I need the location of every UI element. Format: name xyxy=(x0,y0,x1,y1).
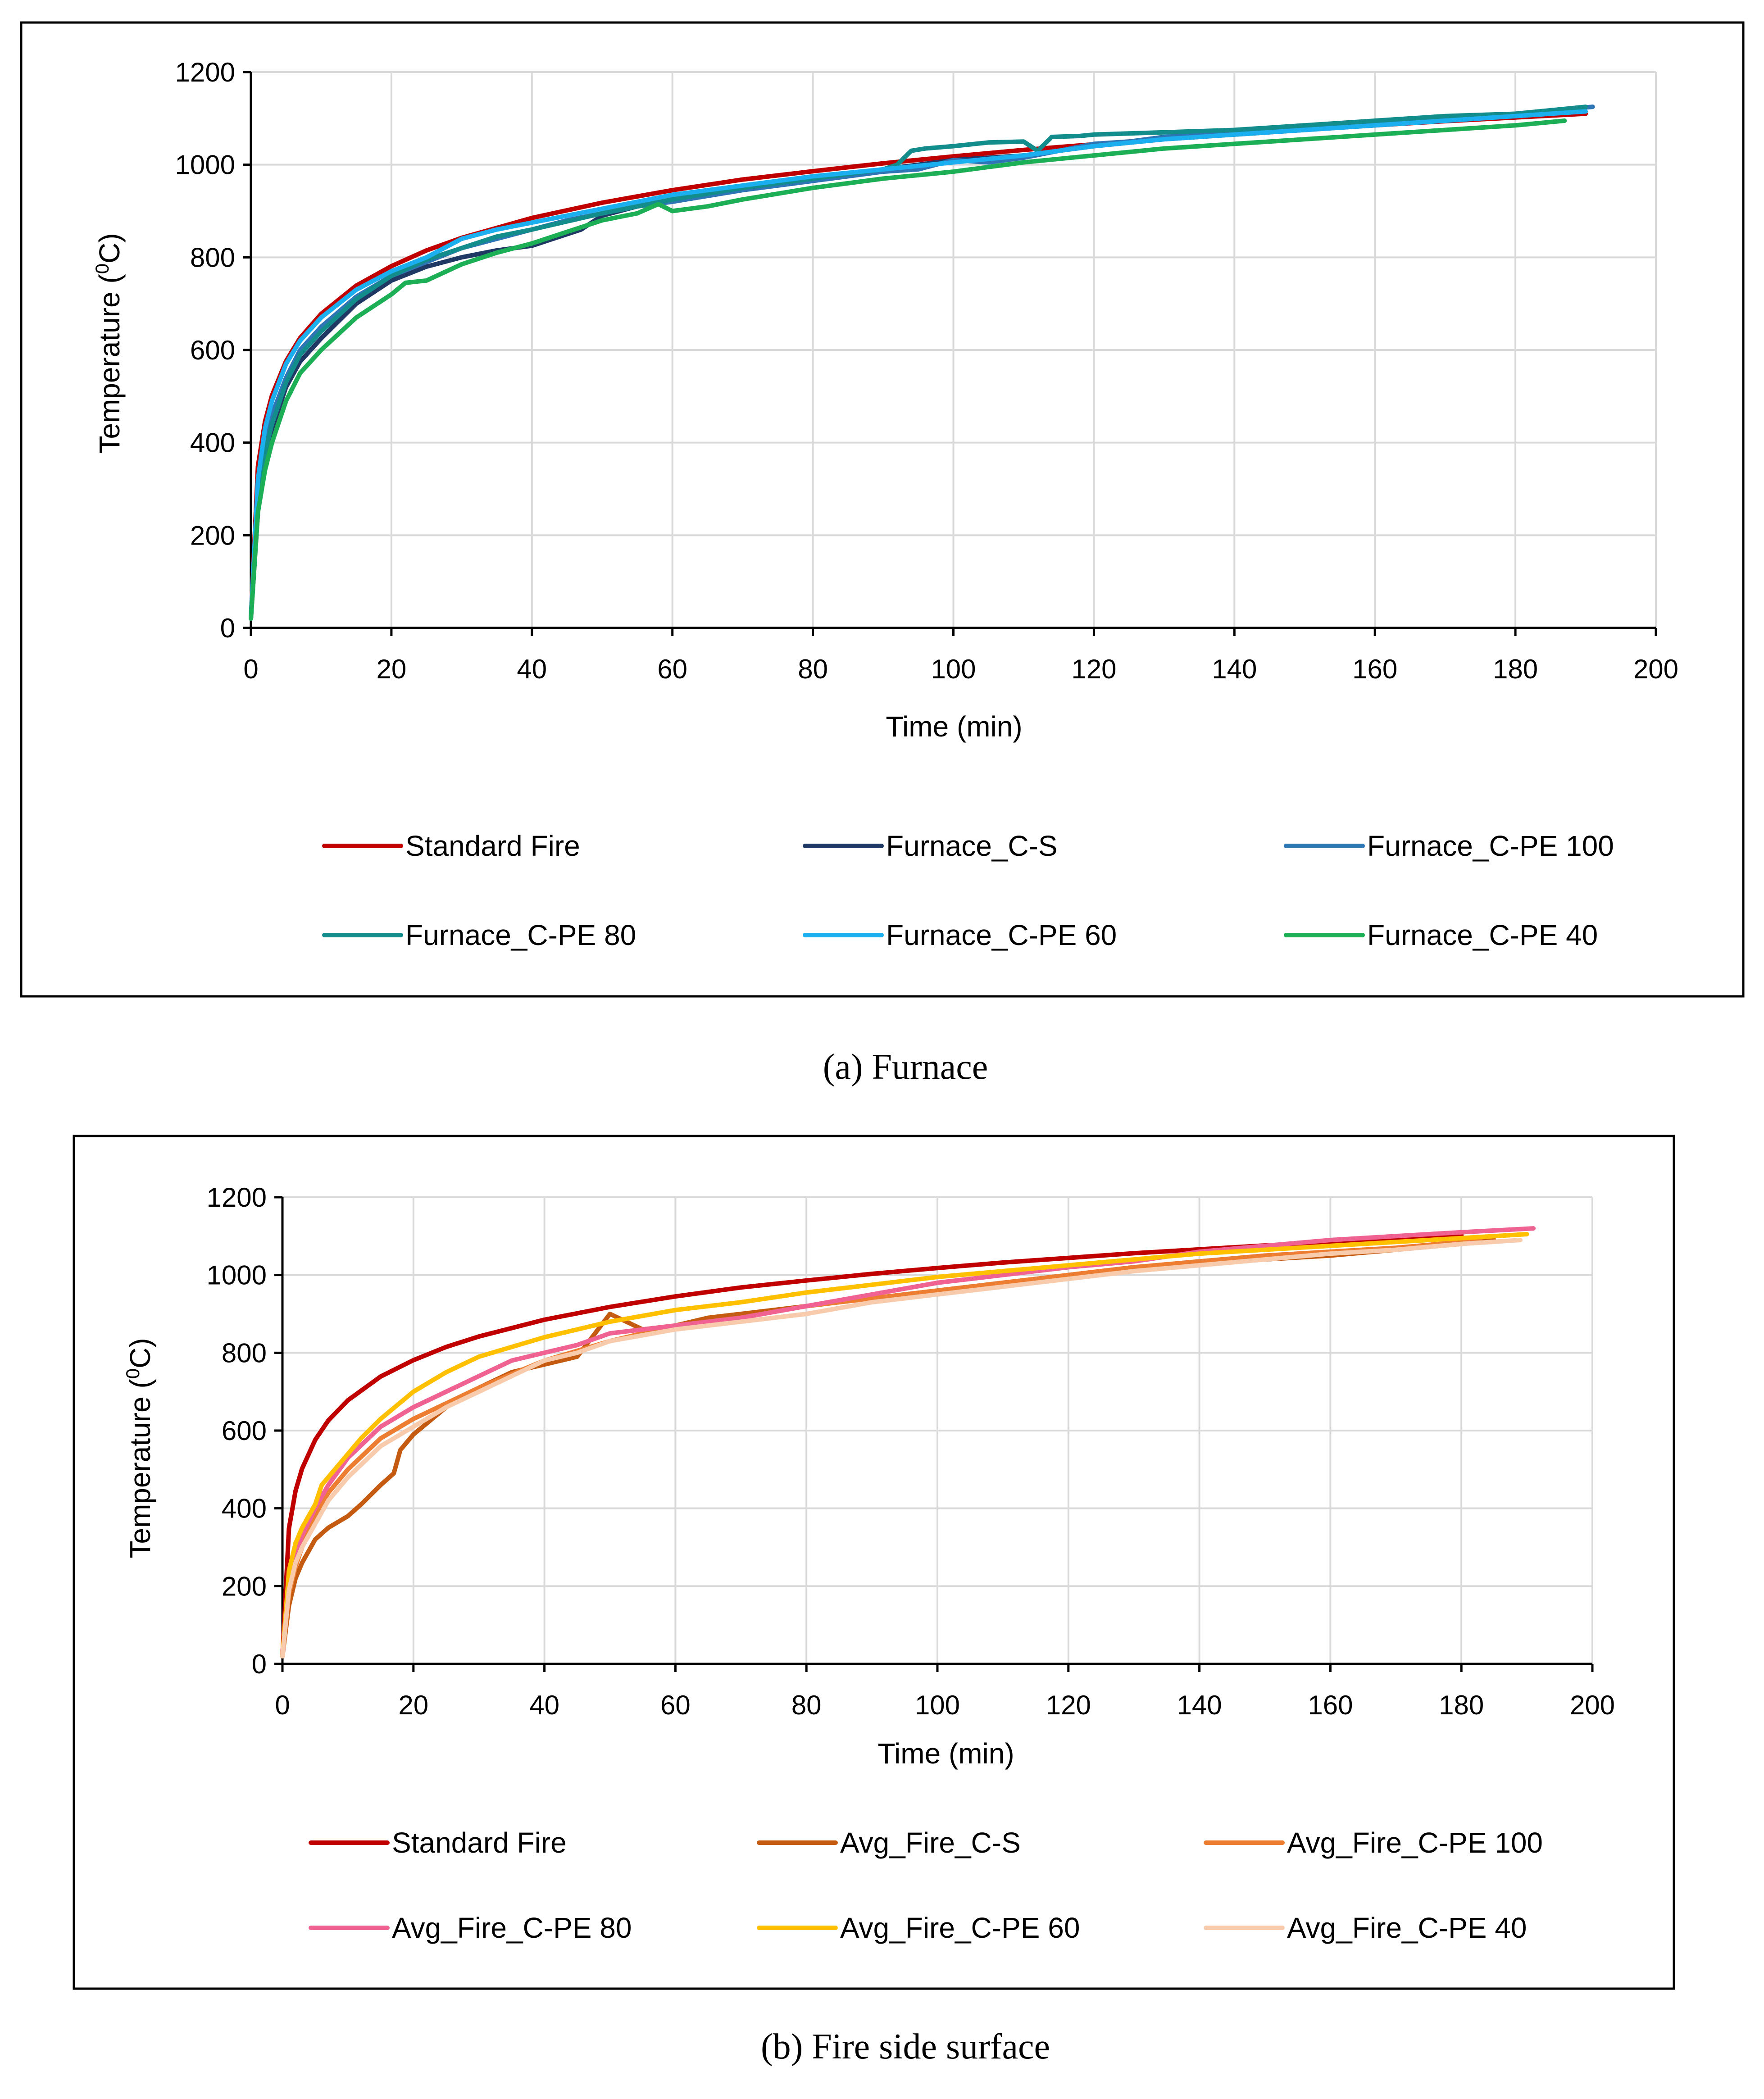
series-line-standard-fire xyxy=(280,1233,1464,1658)
y-tick-label: 0 xyxy=(220,613,235,643)
x-tick-label: 60 xyxy=(657,654,687,684)
x-tick-label: 200 xyxy=(1633,654,1678,684)
legend-label-avg-fire-c-pe-40: Avg_Fire_C-PE 40 xyxy=(1287,1912,1527,1944)
x-tick-label: 100 xyxy=(915,1690,960,1720)
series-line-avg-fire-c-pe-80 xyxy=(280,1226,1536,1658)
axes xyxy=(274,1196,1594,1672)
y-tick-label: 600 xyxy=(190,335,235,365)
y-tick-label: 1200 xyxy=(175,57,235,87)
x-tick-label: 60 xyxy=(660,1690,691,1720)
legend-label-avg-fire-c-pe-80: Avg_Fire_C-PE 80 xyxy=(392,1912,632,1944)
y-tick-label: 200 xyxy=(190,520,235,550)
panel-fire-side-surface: 0 200 400 600 800 1000 1200 0 20 40 60 80 100 120 140 1… xyxy=(73,1135,1675,1990)
x-tick-label: 160 xyxy=(1352,654,1397,684)
legend-label-avg-fire-c-pe-100: Avg_Fire_C-PE 100 xyxy=(1287,1826,1543,1859)
series-line-furnace-c-pe-60 xyxy=(249,109,1588,621)
y-axis-label-superscript: 0 xyxy=(122,1368,143,1379)
x-tick-label: 180 xyxy=(1439,1690,1484,1720)
tick-labels: 0 200 400 600 800 1000 1200 0 20 40 60 80 100 120 140 1… xyxy=(175,57,1679,684)
x-tick-label: 100 xyxy=(931,654,976,684)
panel-frame xyxy=(73,1135,1675,1990)
x-tick-label: 200 xyxy=(1570,1690,1615,1720)
x-tick-label: 0 xyxy=(275,1690,290,1720)
y-tick-label: 800 xyxy=(222,1338,267,1368)
legend: Standard Fire Furnace_C-S Furnace_C-PE 100… xyxy=(322,830,1614,951)
series-line-furnace-c-pe-40 xyxy=(249,118,1567,621)
y-axis-label: Temperature (0C) xyxy=(91,233,126,453)
gridlines xyxy=(282,1196,1593,1664)
y-axis-label-superscript: 0 xyxy=(91,264,113,274)
x-axis-label: Time (min) xyxy=(877,1737,1014,1770)
series-line-avg-fire-c-pe-40 xyxy=(280,1238,1523,1658)
y-tick-label: 0 xyxy=(252,1649,267,1679)
y-tick-label: 1000 xyxy=(207,1260,267,1290)
y-axis-label: Temperature (0C) xyxy=(122,1338,156,1558)
axes xyxy=(243,71,1657,636)
legend-label-avg-fire-c-pe-60: Avg_Fire_C-PE 60 xyxy=(840,1912,1080,1944)
legend-label-standard-fire: Standard Fire xyxy=(392,1826,567,1859)
legend-label-furnace-c-pe-40: Furnace_C-PE 40 xyxy=(1367,919,1598,951)
x-tick-label: 120 xyxy=(1071,654,1116,684)
x-tick-label: 140 xyxy=(1177,1690,1222,1720)
x-tick-label: 80 xyxy=(798,654,828,684)
y-tick-label: 600 xyxy=(222,1416,267,1446)
x-axis-label: Time (min) xyxy=(886,710,1022,743)
series-lines xyxy=(249,104,1595,621)
caption-fire-side-surface: (b) Fire side surface xyxy=(761,2027,1050,2067)
x-tick-label: 40 xyxy=(529,1690,559,1720)
legend-label-furnace-c-pe-100: Furnace_C-PE 100 xyxy=(1367,830,1614,862)
x-tick-label: 0 xyxy=(243,654,258,684)
panel-frame xyxy=(20,21,1745,998)
legend-label-furnace-c-s: Furnace_C-S xyxy=(886,830,1058,862)
y-tick-label: 400 xyxy=(190,428,235,458)
series-lines xyxy=(280,1226,1536,1658)
x-tick-label: 80 xyxy=(791,1690,822,1720)
x-tick-label: 120 xyxy=(1046,1690,1091,1720)
y-tick-label: 400 xyxy=(222,1494,267,1524)
x-tick-label: 20 xyxy=(377,654,407,684)
x-tick-label: 140 xyxy=(1212,654,1257,684)
legend-label-furnace-c-pe-80: Furnace_C-PE 80 xyxy=(405,919,636,951)
panel-furnace: 0 200 400 600 800 1000 1200 0 20 40 60 80 100 120 140 1… xyxy=(20,21,1745,998)
x-tick-label: 160 xyxy=(1308,1690,1353,1720)
y-tick-label: 1200 xyxy=(207,1182,267,1213)
legend-label-furnace-c-pe-60: Furnace_C-PE 60 xyxy=(886,919,1117,951)
legend-label-avg-fire-c-s: Avg_Fire_C-S xyxy=(840,1826,1021,1859)
x-tick-label: 180 xyxy=(1493,654,1538,684)
y-tick-label: 800 xyxy=(190,242,235,273)
legend: Standard Fire Avg_Fire_C-S Avg_Fire_C-PE 1… xyxy=(309,1826,1543,1944)
series-line-furnace-c-pe-100 xyxy=(249,104,1595,621)
tick-labels: 0 200 400 600 800 1000 1200 0 20 40 60 80 100 120 140 1… xyxy=(207,1182,1615,1720)
y-tick-label: 200 xyxy=(222,1571,267,1601)
x-tick-label: 40 xyxy=(517,654,547,684)
legend-label-standard-fire: Standard Fire xyxy=(405,830,580,862)
y-tick-label: 1000 xyxy=(175,150,235,180)
series-line-avg-fire-c-pe-60 xyxy=(280,1232,1529,1658)
x-tick-label: 20 xyxy=(398,1690,428,1720)
caption-furnace: (a) Furnace xyxy=(823,1047,988,1087)
